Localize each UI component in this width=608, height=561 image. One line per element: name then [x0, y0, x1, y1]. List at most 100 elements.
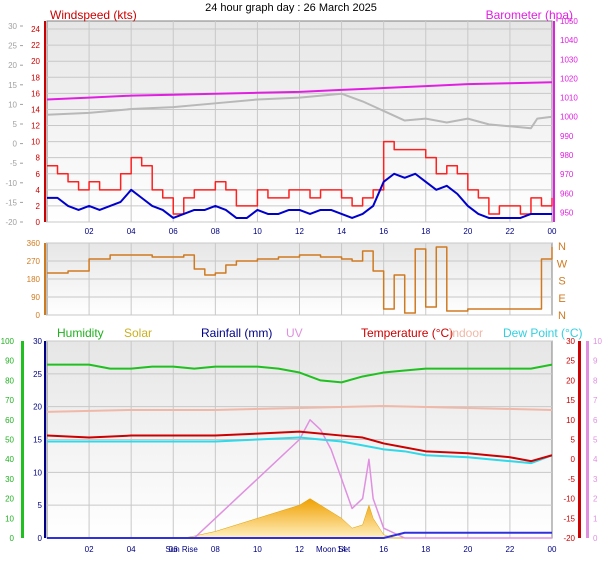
solar-tick-label: 0 [38, 534, 43, 543]
direction-tick-label: 360 [27, 239, 41, 248]
humidity-tick-label: 90 [5, 357, 14, 366]
outer-temp-tick-label: 15 [8, 81, 17, 90]
humidity-tick-label: 0 [10, 534, 15, 543]
uv-tick-label: 5 [593, 436, 598, 445]
temperature-tick-label: 30 [566, 337, 575, 346]
windspeed-tick-label: 10 [31, 138, 40, 147]
windspeed-axis-bar [44, 21, 46, 222]
compass-label: E [558, 293, 565, 305]
outer-temp-tick-label: -20 [5, 218, 17, 227]
solar-tick-label: 30 [33, 337, 42, 346]
compass-label: S [558, 276, 565, 288]
outer-temp-tick-label: 20 [8, 61, 17, 70]
compass-label: N [558, 310, 566, 322]
windspeed-axis-label: Windspeed (kts) [50, 8, 137, 22]
outer-temp-tick-label: -10 [5, 179, 17, 188]
pressure-trend-line [46, 92, 553, 130]
legend-indoor: Indoor [449, 326, 483, 340]
uv-axis-bar [586, 341, 589, 538]
wind-x-tick-label: 04 [127, 227, 136, 236]
direction-tick-label: 90 [31, 293, 40, 302]
wind-x-tick-label: 10 [253, 227, 262, 236]
moonset-label: Moon Set [316, 545, 351, 554]
uv-tick-label: 9 [593, 357, 598, 366]
barometer-tick-label: 1040 [560, 36, 578, 45]
windspeed-tick-label: 14 [31, 105, 40, 114]
barometer-tick-label: 1020 [560, 74, 578, 83]
env-x-tick-label: 12 [295, 545, 304, 554]
temperature-tick-label: 20 [566, 376, 575, 385]
barometer-tick-label: 980 [560, 151, 574, 160]
legend-temperature: Temperature (°C) [361, 326, 453, 340]
windspeed-tick-label: 24 [31, 25, 40, 34]
humidity-axis-bar [21, 341, 24, 538]
barometer-tick-label: 960 [560, 189, 574, 198]
windspeed-tick-label: 8 [36, 154, 41, 163]
compass-label: W [557, 258, 568, 270]
uv-tick-label: 6 [593, 416, 598, 425]
barometer-tick-label: 990 [560, 132, 574, 141]
uv-tick-label: 1 [593, 514, 598, 523]
humidity-tick-label: 100 [1, 337, 15, 346]
page-title: 24 hour graph day : 26 March 2025 [205, 2, 377, 14]
outer-temp-tick-label: 25 [8, 42, 17, 51]
humidity-tick-label: 60 [5, 416, 14, 425]
uv-tick-label: 10 [593, 337, 602, 346]
barometer-tick-label: 950 [560, 208, 574, 217]
direction-tick-label: 270 [27, 257, 41, 266]
temperature-tick-label: -5 [568, 475, 576, 484]
humidity-tick-label: 30 [5, 475, 14, 484]
wind-x-tick-label: 08 [211, 227, 220, 236]
barometer-axis-bar [553, 21, 555, 222]
direction-tick-label: 0 [36, 311, 41, 320]
env-x-tick-label: 00 [548, 545, 557, 554]
barometer-tick-label: 1050 [560, 17, 578, 26]
compass-label: N [558, 241, 566, 253]
outer-temp-tick-label: 10 [8, 100, 17, 109]
env-x-tick-label: 04 [127, 545, 136, 554]
outer-temp-tick-label: 0 [13, 140, 18, 149]
barometer-tick-label: 1030 [560, 55, 578, 64]
barometer-tick-label: 970 [560, 170, 574, 179]
average-wind-line [47, 172, 552, 219]
env-x-tick-label: 02 [85, 545, 94, 554]
temperature-tick-label: 25 [566, 357, 575, 366]
wind-x-tick-label: 22 [505, 227, 514, 236]
humidity-tick-label: 50 [5, 436, 14, 445]
env-x-tick-label: 16 [379, 545, 388, 554]
solar-tick-label: 10 [33, 468, 42, 477]
temperature-axis-bar [578, 341, 581, 538]
indoor-temperature-line [46, 405, 553, 413]
wind-x-tick-label: 16 [379, 227, 388, 236]
humidity-tick-label: 20 [5, 495, 14, 504]
uv-tick-label: 8 [593, 376, 598, 385]
rainfall-line [47, 531, 552, 539]
humidity-tick-label: 40 [5, 455, 14, 464]
barometer-axis-label: Barometer (hpa) [486, 8, 573, 22]
temperature-tick-label: 5 [571, 436, 576, 445]
windspeed-tick-label: 20 [31, 57, 40, 66]
temperature-tick-label: 10 [566, 416, 575, 425]
legend-rainfall: Rainfall (mm) [201, 326, 272, 340]
env-x-tick-label: 18 [421, 545, 430, 554]
wind-direction-line [47, 246, 553, 314]
windspeed-tick-label: 0 [36, 218, 41, 227]
env-x-tick-label: 20 [463, 545, 472, 554]
windspeed-tick-label: 6 [36, 170, 41, 179]
wind-x-tick-label: 02 [85, 227, 94, 236]
env-x-tick-label: 08 [211, 545, 220, 554]
wind-x-tick-label: 14 [337, 227, 346, 236]
wind-x-tick-label: 12 [295, 227, 304, 236]
rainfall-axis-bar [44, 341, 46, 538]
uv-tick-label: 7 [593, 396, 598, 405]
solar-tick-label: 20 [33, 403, 42, 412]
legend-uv: UV [286, 326, 303, 340]
outer-temp-tick-label: 5 [13, 120, 18, 129]
solar-tick-label: 5 [38, 501, 43, 510]
uv-tick-label: 3 [593, 475, 598, 484]
temperature-tick-label: -10 [563, 495, 575, 504]
sunrise-label: Sun Rise [165, 545, 198, 554]
temperature-tick-label: 15 [566, 396, 575, 405]
